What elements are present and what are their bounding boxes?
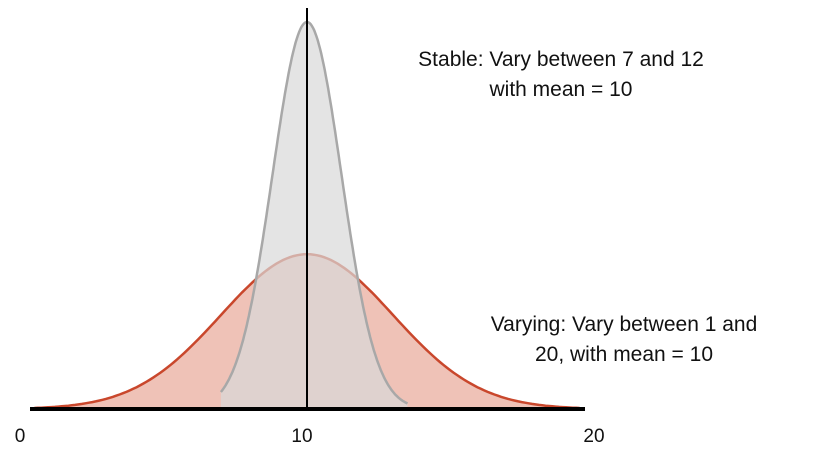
stable-distribution-curve <box>219 20 409 405</box>
stable-annotation-line-2: with mean = 10 <box>489 78 633 101</box>
varying-annotation-line-2: 20, with mean = 10 <box>534 343 714 366</box>
stable-annotation-line-1: Stable: Vary between 7 and 12 <box>418 48 704 71</box>
varying-annotation: Varying: Vary between 1 and 20, with mea… <box>456 310 792 370</box>
stable-distribution-area <box>220 22 408 409</box>
varying-annotation-line-1: Varying: Vary between 1 and <box>490 313 758 336</box>
stable-annotation: Stable: Vary between 7 and 12 with mean … <box>388 45 734 105</box>
x-tick-label-0: 0 <box>15 426 26 447</box>
x-tick-label-20: 20 <box>583 426 604 447</box>
x-tick-label-10: 10 <box>291 426 312 447</box>
